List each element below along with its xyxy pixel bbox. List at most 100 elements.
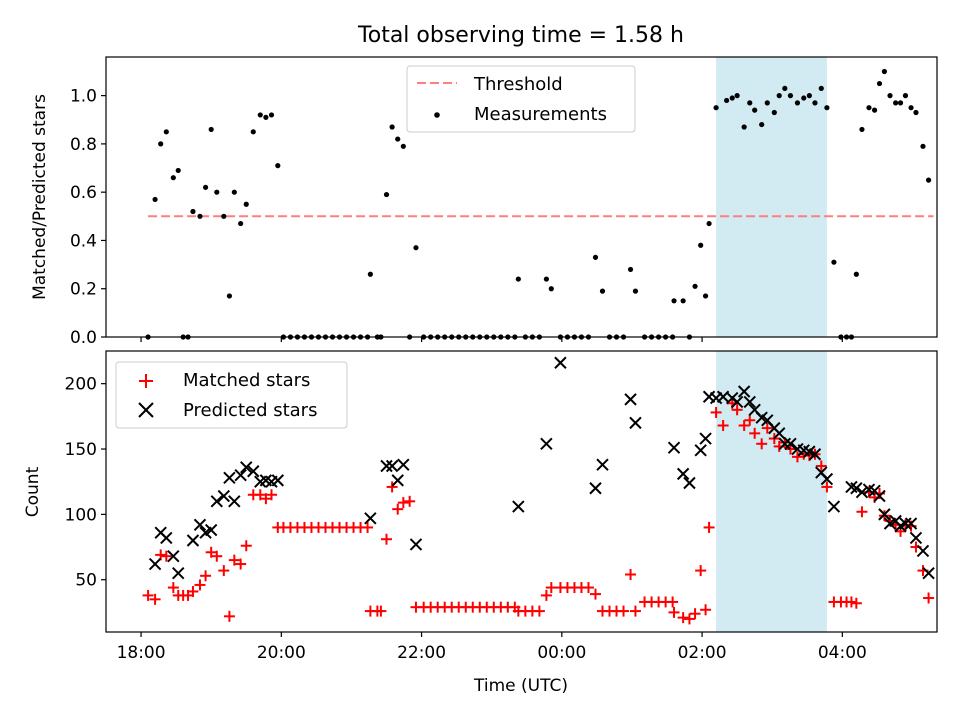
matched-star-point [695,565,707,577]
matched-star-point [761,422,773,434]
measurement-point [383,191,390,198]
top-highlight-band [716,57,827,337]
predicted-star-point [217,489,231,503]
predicted-star-point [737,385,751,398]
predicted-star-point [204,523,218,537]
measurement-point [163,129,169,135]
bottom-highlight-band [716,351,827,632]
measurement-point [671,298,677,304]
legend-matched-swatch [139,374,153,388]
matched-star-point [200,570,212,582]
bottom-x-ticks: 18:00 20:00 22:00 00:00 02:00 04:00 [117,632,867,663]
predicted-star-point [676,467,690,481]
measurement-point [859,126,865,133]
matched-star-point [689,608,701,620]
predicted-star-point [855,485,869,499]
matched-star-point [923,592,935,604]
matched-star-point [668,606,680,618]
matched-star-point [700,604,712,616]
predicted-star-point [167,549,180,563]
predicted-star-point [827,500,841,513]
matched-star-point [362,521,374,533]
measurement-point [913,109,919,116]
predicted-star-point [699,432,712,445]
measurement-point [787,93,794,99]
measurement-point [221,213,227,219]
matched-star-point [149,593,161,605]
measurement-point [897,100,904,106]
matched-star-point [375,605,387,617]
matched-star-point [397,497,409,509]
predicted-star-point [228,495,241,508]
measurement-point [866,105,872,111]
matched-star-point [856,506,868,518]
predicted-star-point [873,489,886,503]
measurement-point [702,293,709,299]
predicted-star-point [899,517,912,530]
predicted-star-point [540,437,553,451]
predicted-star-point [878,508,891,521]
matched-star-point [167,582,179,594]
matched-star-point [404,495,416,507]
predicted-star-point [247,465,260,478]
measurement-point [692,283,698,289]
measurement-point [515,276,521,282]
matched-star-point [235,558,247,570]
predicted-star-point [160,531,173,545]
measurement-point [887,93,893,99]
x-axis-label: Time (UTC) [473,676,568,696]
measurement-point [197,213,203,219]
measurement-point [831,259,837,265]
predicted-star-point [193,518,207,532]
matched-star-point [381,533,393,545]
bottom-axes-frame [105,350,938,633]
bottom-y-tick-label: 100 [65,505,97,525]
matched-star-point [194,579,206,591]
measurement-point [881,68,888,75]
measurement-point [794,100,801,106]
matched-star-point [582,582,594,594]
top-y-tick-label: 0.6 [70,183,97,203]
predicted-star-point [909,531,923,545]
matched-star-point [223,610,235,622]
matched-star-point [850,597,862,609]
top-panel: 0.0 0.2 0.4 0.6 0.8 1.0 Matched/Predicted sta… [30,56,938,348]
predicted-star-point [624,393,637,406]
measurement-point [908,105,914,111]
predicted-star-points [148,356,935,580]
predicted-star-point [554,356,567,369]
measurement-point [243,201,249,207]
matched-star-point [155,549,167,561]
legend-measurement-swatch [434,112,440,118]
predicted-star-point [694,444,707,457]
measurement-point [698,242,704,248]
matched-star-point [749,427,761,439]
measurement-point [782,85,788,91]
predicted-star-point [223,471,236,484]
top-legend: Threshold Measurements [406,65,636,133]
predicted-star-point [743,395,756,409]
matched-star-point [187,585,199,597]
x-tick-label: 22:00 [397,643,446,663]
measurement-point [395,136,401,142]
matched-star-point [211,550,223,562]
matched-star-point [815,460,827,472]
measurement-point [400,143,406,149]
measurement-point [871,107,878,113]
measurement-point [548,286,554,292]
predicted-star-point [186,534,200,547]
measurement-point [413,245,419,251]
predicted-star-point [234,468,247,482]
measurement-point [920,143,926,149]
predicted-star-point [409,538,423,551]
matched-star-point [677,612,689,624]
measurement-point [632,288,639,294]
measurement-point [543,276,549,282]
measurement-point [190,208,196,215]
x-tick-label: 00:00 [537,643,586,663]
matched-star-point [683,613,695,625]
predicted-star-point [210,495,224,508]
predicted-star-point [778,437,792,451]
measurement-point [275,163,281,169]
